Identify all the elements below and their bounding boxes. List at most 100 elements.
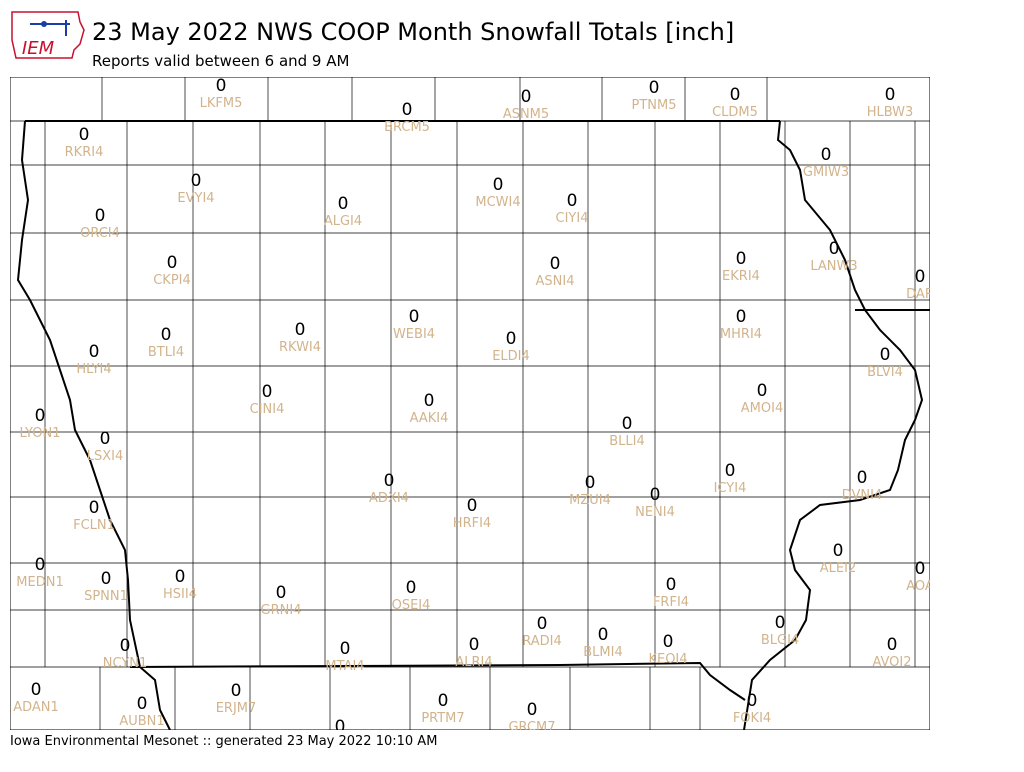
station-id: ASNI4 — [536, 274, 575, 289]
station-value: 0 — [101, 569, 112, 589]
station-value: 0 — [335, 717, 346, 737]
station-id: BTLI4 — [148, 345, 184, 360]
station-value: 0 — [438, 691, 449, 711]
station-id: AAKI4 — [410, 411, 449, 426]
station-id: RKRI4 — [65, 145, 104, 160]
station-value: 0 — [191, 171, 202, 191]
station-id: NENI4 — [635, 505, 675, 520]
station-value: 0 — [469, 635, 480, 655]
station-value: 0 — [736, 249, 747, 269]
station-value: 0 — [880, 345, 891, 365]
station-id: BLMI4 — [583, 645, 622, 660]
station-id: LSXI4 — [87, 449, 124, 464]
station-value: 0 — [89, 342, 100, 362]
station-id: CKPI4 — [153, 273, 191, 288]
station-id: HSII4 — [163, 587, 197, 602]
station-value: 0 — [537, 614, 548, 634]
station-value: 0 — [649, 78, 660, 98]
logo-text: IEM — [22, 38, 55, 59]
station-id: AOA — [906, 579, 934, 594]
station-value: 0 — [31, 680, 42, 700]
station-id: KEOI4 — [648, 652, 687, 667]
station-id: ALEI2 — [820, 561, 856, 576]
station-value: 0 — [885, 85, 896, 105]
station-id: AVOI2 — [872, 655, 911, 670]
map-background — [10, 77, 930, 730]
station-value: 0 — [35, 406, 46, 426]
station-id: HLBW3 — [867, 105, 914, 120]
state-border — [743, 120, 924, 730]
station-id: ADXI4 — [369, 491, 409, 506]
station-id: PTNM5 — [632, 98, 677, 113]
station-value: 0 — [527, 700, 538, 720]
station-value: 0 — [550, 254, 561, 274]
station-value: 0 — [262, 382, 273, 402]
station-id: WEBI4 — [393, 327, 435, 342]
station-value: 0 — [585, 473, 596, 493]
station-value: 0 — [340, 639, 351, 659]
station-id: EKRI4 — [722, 269, 760, 284]
station-value: 0 — [467, 496, 478, 516]
station-value: 0 — [231, 681, 242, 701]
station-value: 0 — [736, 307, 747, 327]
station-id: ICYI4 — [714, 481, 747, 496]
subtitle: Reports valid between 6 and 9 AM — [92, 52, 349, 70]
footer: Iowa Environmental Mesonet :: generated … — [10, 734, 437, 749]
station-value: 0 — [833, 541, 844, 561]
station-value: 0 — [402, 100, 413, 120]
station-id: MEDN1 — [16, 575, 63, 590]
station-id: PRTM7 — [421, 711, 464, 726]
station-id: DVNI4 — [842, 488, 883, 503]
station-id: SPNN1 — [84, 589, 128, 604]
station-id: MCWI4 — [475, 195, 520, 210]
station-id: EVYI4 — [177, 191, 214, 206]
station-value: 0 — [79, 125, 90, 145]
station-value: 0 — [567, 191, 578, 211]
station-id: LKFM5 — [200, 96, 243, 111]
station-id: FOKI4 — [733, 711, 771, 726]
station-value: 0 — [821, 145, 832, 165]
station-id: HLYI4 — [76, 362, 111, 377]
station-value: 0 — [216, 76, 227, 96]
station-value: 0 — [915, 267, 926, 287]
station-value: 0 — [120, 636, 131, 656]
state-borders — [10, 77, 930, 730]
station-id: ELDI4 — [492, 349, 530, 364]
logo: IEM — [11, 11, 85, 59]
station-id: HRFI4 — [453, 516, 491, 531]
station-value: 0 — [730, 85, 741, 105]
station-id: RADI4 — [522, 634, 562, 649]
station-value: 0 — [409, 307, 420, 327]
station-value: 0 — [757, 381, 768, 401]
station-id: BLGI4 — [761, 633, 799, 648]
station-id: AMOI4 — [741, 401, 783, 416]
station-value: 0 — [95, 206, 106, 226]
station-value: 0 — [167, 253, 178, 273]
station-id: RKWI4 — [279, 340, 321, 355]
station-id: CLDM5 — [712, 105, 758, 120]
station-value: 0 — [384, 471, 395, 491]
station-id: AUBN1 — [119, 714, 164, 729]
station-value: 0 — [663, 632, 674, 652]
station-id: OSEI4 — [392, 598, 431, 613]
station-value: 0 — [276, 583, 287, 603]
state-border — [129, 661, 746, 701]
station-value: 0 — [915, 559, 926, 579]
station-id: MTAI4 — [325, 659, 364, 674]
station-id: GRNI4 — [261, 603, 302, 618]
station-id: LANW3 — [810, 259, 857, 274]
station-id: GRCM7 — [508, 720, 555, 735]
station-value: 0 — [666, 575, 677, 595]
station-id: MHRI4 — [720, 327, 762, 342]
station-value: 0 — [35, 555, 46, 575]
station-id: BLVI4 — [867, 365, 903, 380]
station-id: BRCM5 — [384, 120, 430, 135]
station-value: 0 — [857, 468, 868, 488]
station-id: ALRI4 — [455, 655, 492, 670]
station-value: 0 — [887, 635, 898, 655]
station-value: 0 — [775, 613, 786, 633]
station-id: CINI4 — [250, 402, 285, 417]
